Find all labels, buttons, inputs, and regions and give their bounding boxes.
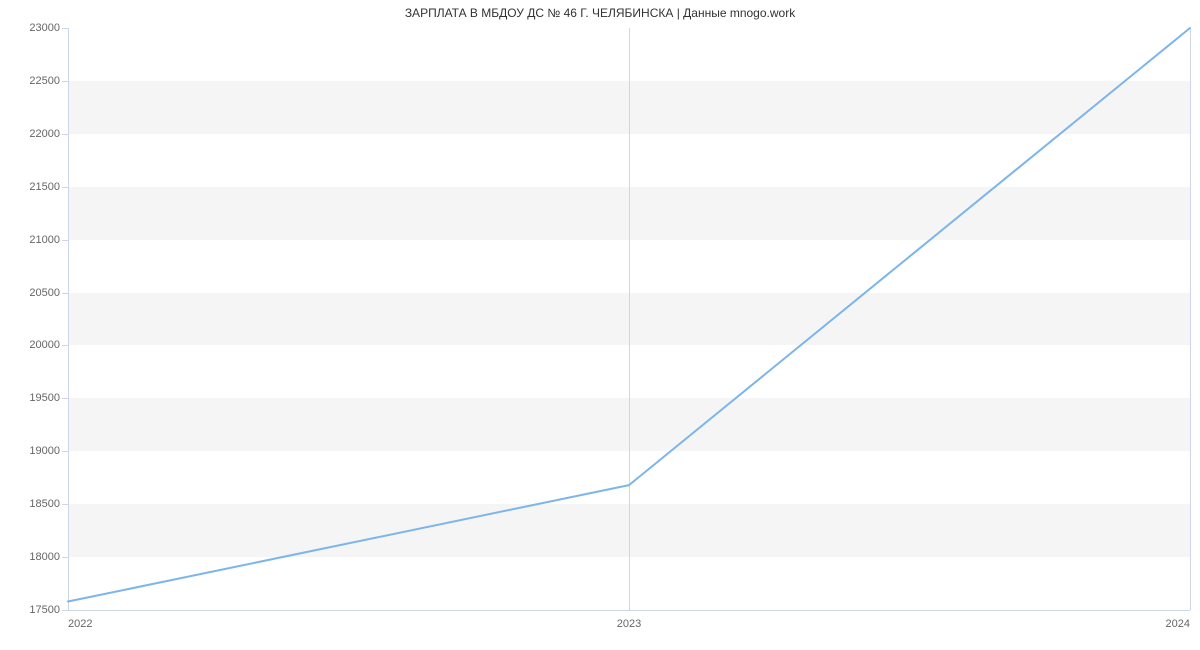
y-tick-label: 17500	[29, 604, 60, 616]
x-tick-label: 2023	[617, 618, 641, 630]
y-tick-label: 23000	[29, 22, 60, 34]
salary-line-chart: ЗАРПЛАТА В МБДОУ ДС № 46 Г. ЧЕЛЯБИНСКА |…	[0, 0, 1200, 650]
y-tick-label: 18500	[29, 498, 60, 510]
plot-area: 1750018000185001900019500200002050021000…	[68, 28, 1190, 610]
y-tick-label: 19000	[29, 445, 60, 457]
series-line	[68, 28, 1190, 610]
y-tick-label: 21000	[29, 234, 60, 246]
y-tick-label: 22000	[29, 128, 60, 140]
x-axis-line	[68, 610, 1190, 611]
chart-title: ЗАРПЛАТА В МБДОУ ДС № 46 Г. ЧЕЛЯБИНСКА |…	[0, 6, 1200, 20]
y-tick-label: 20500	[29, 287, 60, 299]
x-tick-label: 2022	[68, 618, 92, 630]
y-tick-label: 18000	[29, 551, 60, 563]
y-tick-label: 21500	[29, 181, 60, 193]
y-tick-label: 19500	[29, 392, 60, 404]
x-grid-line	[1190, 28, 1191, 610]
x-tick-label: 2024	[1166, 618, 1190, 630]
y-tick-label: 20000	[29, 339, 60, 351]
y-tick-label: 22500	[29, 75, 60, 87]
